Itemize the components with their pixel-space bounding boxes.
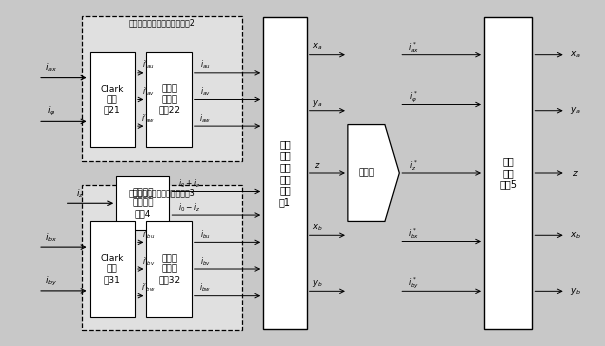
Polygon shape: [348, 125, 399, 221]
Text: $y_b$: $y_b$: [571, 286, 581, 297]
Text: $i_0-i_z$: $i_0-i_z$: [178, 201, 200, 214]
Text: $y_b$: $y_b$: [312, 278, 323, 289]
Text: $i_{bv}$: $i_{bv}$: [200, 255, 211, 268]
Text: $x_b$: $x_b$: [571, 230, 581, 240]
Text: $i'_{bu}$: $i'_{bu}$: [142, 228, 155, 241]
FancyBboxPatch shape: [484, 17, 532, 329]
FancyBboxPatch shape: [146, 221, 192, 317]
FancyBboxPatch shape: [82, 185, 242, 330]
Text: $x_a$: $x_a$: [571, 49, 581, 60]
Text: $i^*_{ax}$: $i^*_{ax}$: [408, 39, 419, 55]
FancyBboxPatch shape: [146, 52, 192, 147]
Text: $z$: $z$: [572, 169, 580, 177]
Text: 五自
由度
交流
主动
磁轴
承1: 五自 由度 交流 主动 磁轴 承1: [279, 139, 291, 207]
FancyBboxPatch shape: [90, 52, 135, 147]
Text: $i_{bu}$: $i_{bu}$: [200, 228, 211, 241]
Text: Clark
逆变
换31: Clark 逆变 换31: [100, 254, 124, 284]
Text: $i_{ax}$: $i_{ax}$: [45, 62, 57, 74]
Text: $i_{\varphi}$: $i_{\varphi}$: [47, 105, 56, 118]
Text: 第一扩展的电流跟踪型逆变器2: 第一扩展的电流跟踪型逆变器2: [128, 19, 195, 28]
Text: $i^*_{\varphi}$: $i^*_{\varphi}$: [410, 89, 418, 104]
Text: $i_{aw}$: $i_{aw}$: [199, 112, 211, 125]
FancyBboxPatch shape: [82, 16, 242, 161]
Text: 双极性开
关功率放
大器4: 双极性开 关功率放 大器4: [132, 188, 154, 218]
FancyBboxPatch shape: [263, 17, 307, 329]
Text: $y_a$: $y_a$: [571, 105, 581, 116]
Text: $x_b$: $x_b$: [312, 222, 323, 233]
Text: 电流跟
踪型逆
变器22: 电流跟 踪型逆 变器22: [158, 84, 180, 115]
Text: $i_{bx}$: $i_{bx}$: [45, 231, 57, 244]
Text: 第二扩展的电流跟踪型逆变器3: 第二扩展的电流跟踪型逆变器3: [128, 188, 195, 197]
Text: 复合
被控
对象5: 复合 被控 对象5: [499, 156, 517, 190]
Text: Clark
逆变
换21: Clark 逆变 换21: [100, 84, 124, 115]
FancyBboxPatch shape: [90, 221, 135, 317]
Text: $y_a$: $y_a$: [312, 98, 323, 109]
Text: $x_a$: $x_a$: [312, 42, 323, 52]
Text: $z$: $z$: [315, 161, 321, 170]
Text: $i'_{au}$: $i'_{au}$: [142, 59, 155, 72]
Text: $i_z$: $i_z$: [76, 187, 84, 200]
Text: $i_{au}$: $i_{au}$: [200, 59, 211, 72]
Text: $i_0+i_z$: $i_0+i_z$: [178, 177, 200, 190]
Text: $i'_{bv}$: $i'_{bv}$: [142, 255, 155, 268]
Text: $i_{av}$: $i_{av}$: [200, 85, 211, 98]
Text: $i'_{av}$: $i'_{av}$: [142, 85, 155, 98]
Text: $i^*_z$: $i^*_z$: [410, 158, 418, 173]
Text: $i'_{aw}$: $i'_{aw}$: [141, 112, 155, 125]
Text: 等效为: 等效为: [358, 169, 374, 177]
Text: 电流跟
踪型逆
变器32: 电流跟 踪型逆 变器32: [158, 254, 180, 284]
Text: $i'_{bw}$: $i'_{bw}$: [141, 282, 155, 294]
Text: $i^*_{bx}$: $i^*_{bx}$: [408, 226, 419, 242]
FancyBboxPatch shape: [116, 176, 169, 230]
Text: $i^*_{by}$: $i^*_{by}$: [408, 276, 419, 291]
Text: $i_{by}$: $i_{by}$: [45, 275, 57, 288]
Text: $i_{bw}$: $i_{bw}$: [199, 282, 211, 294]
